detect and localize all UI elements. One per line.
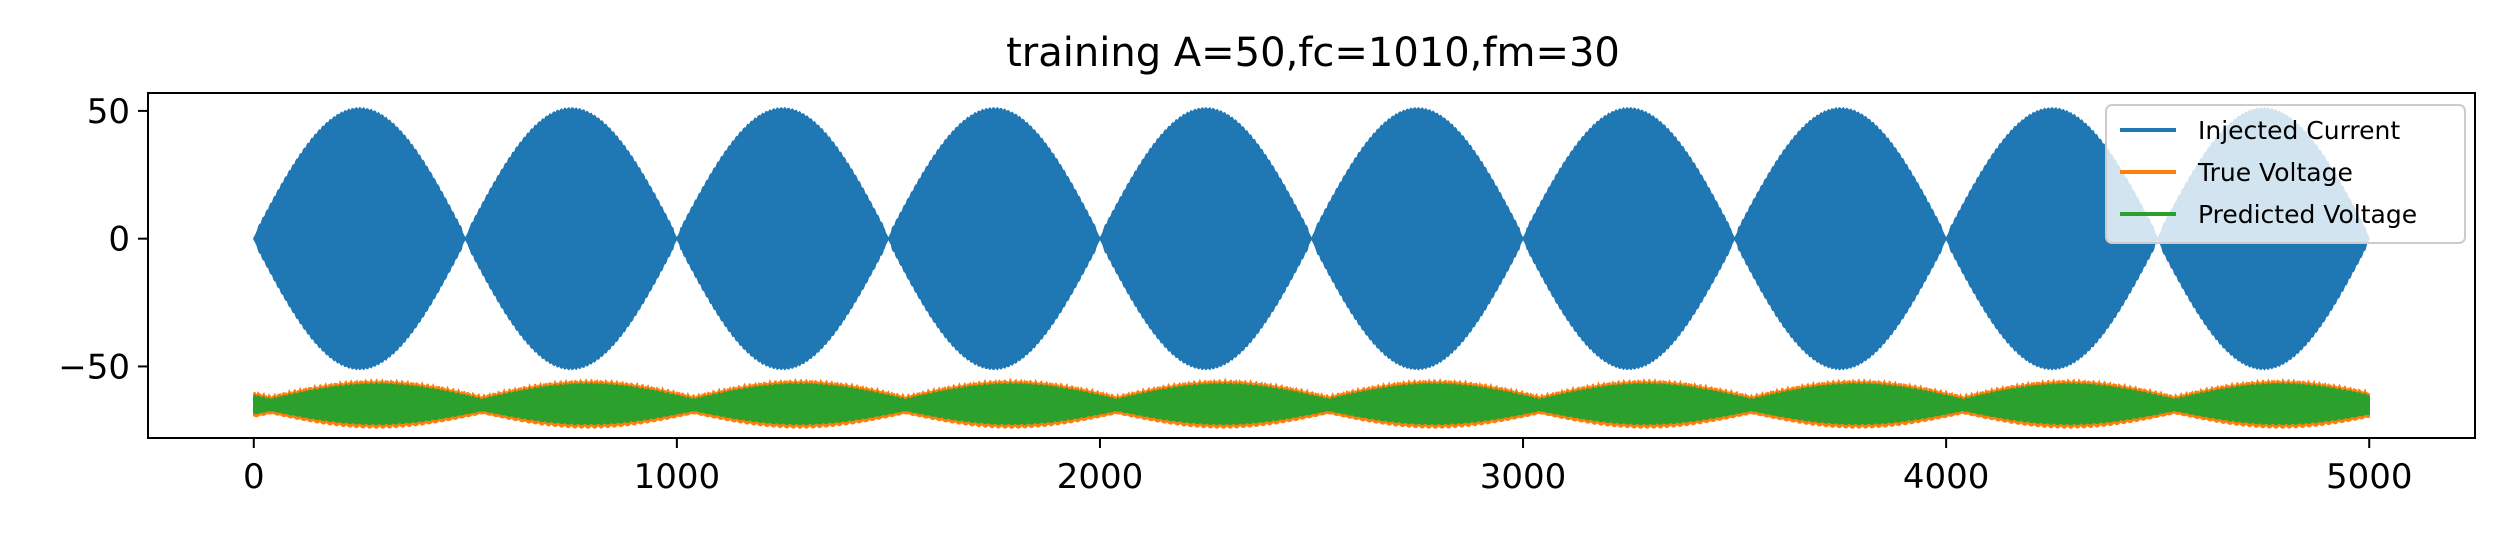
legend-box	[2105, 104, 2466, 244]
y-tick-label: −50	[58, 347, 130, 387]
x-tick-label: 0	[243, 457, 265, 497]
y-axis: 50 0 −50	[58, 92, 148, 387]
chart-title: training A=50,fc=1010,fm=30	[1006, 30, 1620, 76]
x-axis: 0 1000 2000 3000 4000 5000	[243, 438, 2413, 497]
y-tick-label: 0	[108, 220, 130, 260]
plot-frame	[147, 92, 2476, 439]
legend: Injected Current True Voltage Predicted …	[2105, 104, 2466, 244]
x-tick-label: 2000	[1057, 457, 1144, 497]
x-tick-label: 5000	[2326, 457, 2413, 497]
legend-label-predicted-voltage: Predicted Voltage	[2198, 200, 2417, 229]
x-tick-label: 4000	[1903, 457, 1990, 497]
legend-label-true-voltage: True Voltage	[2197, 158, 2353, 187]
x-tick-label: 3000	[1480, 457, 1567, 497]
series-layer	[252, 106, 2371, 429]
legend-label-injected-current: Injected Current	[2198, 116, 2400, 145]
x-tick-label: 1000	[634, 457, 721, 497]
y-tick-label: 50	[87, 92, 130, 132]
series-predicted-voltage	[253, 381, 2370, 426]
